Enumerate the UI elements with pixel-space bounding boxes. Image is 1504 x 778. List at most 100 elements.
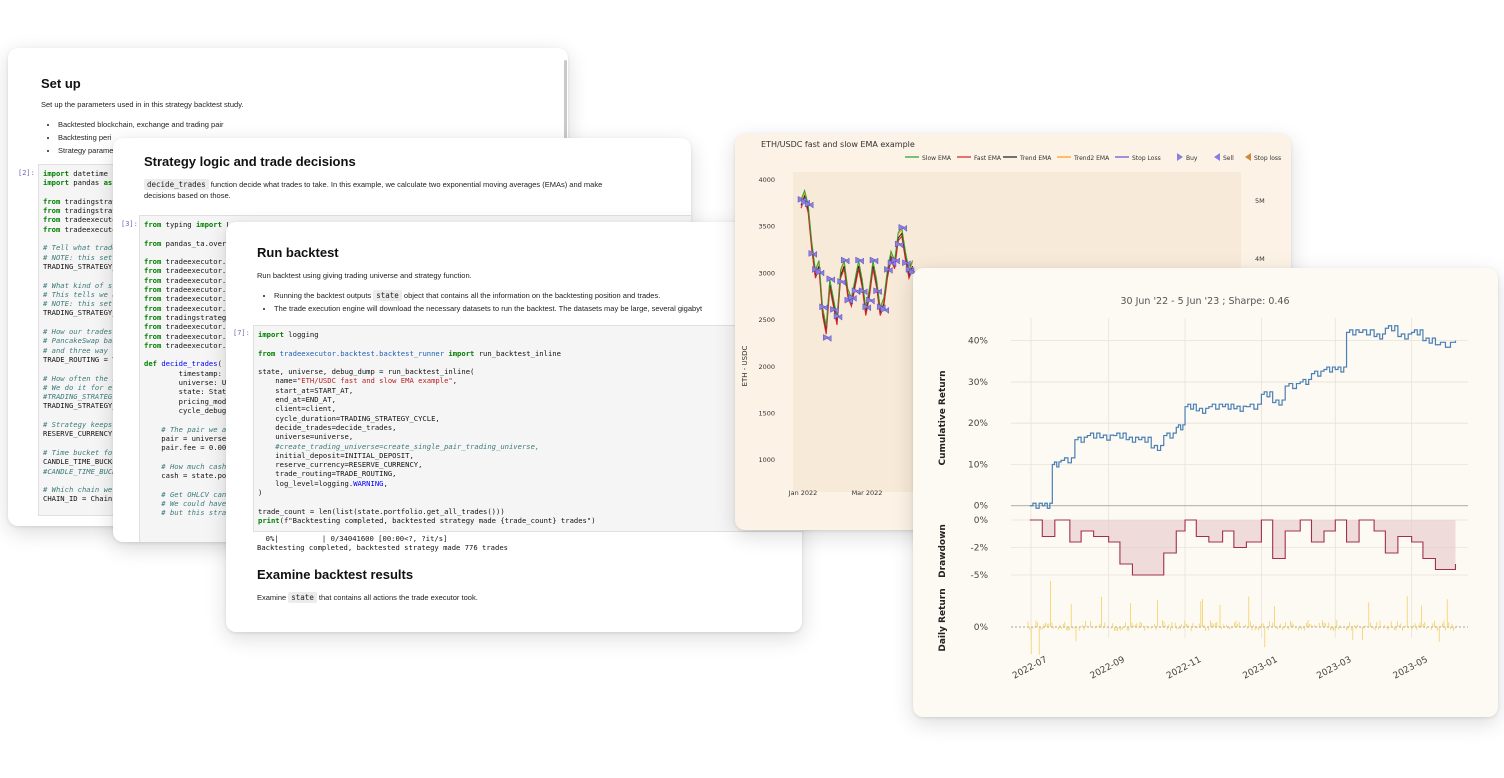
chart-legend: Slow EMA Fast EMA Trend EMA Trend2 EMA Stop …	[905, 153, 1281, 162]
buy-marker	[844, 296, 852, 304]
sell-marker	[862, 288, 868, 296]
y-tick-label: 3500	[758, 223, 775, 231]
cell-prompt: [3]:	[121, 220, 138, 228]
legend-entry: Stop Loss	[1132, 155, 1161, 162]
sell-marker	[906, 260, 911, 268]
legend-entry: Buy	[1186, 155, 1198, 162]
volume-tick-label: 4M	[1255, 255, 1265, 263]
y-tick-label: -5%	[970, 571, 988, 581]
buy-marker	[823, 334, 830, 341]
y-axis-label: Daily Return	[938, 588, 948, 651]
x-tick-label: 2022-09	[1089, 655, 1127, 682]
sell-marker	[819, 269, 825, 277]
legend-entry: Fast EMA	[974, 155, 1002, 162]
buy-marker	[801, 198, 809, 206]
returns-chart-card: 30 Jun '22 - 5 Jun '23 ; Sharpe: 0.46 0% 1…	[913, 268, 1498, 717]
y-tick-label: 1500	[758, 410, 775, 418]
buy-marker	[891, 256, 899, 264]
sell-marker	[837, 313, 843, 321]
legend-marker	[1177, 153, 1183, 161]
bullet-item: Strategy parame	[58, 144, 224, 157]
notebook-card-backtest: Run backtest Run backtest using giving t…	[226, 222, 802, 632]
section-title-run-backtest: Run backtest	[257, 245, 339, 260]
buy-marker	[808, 250, 816, 257]
sell-marker	[826, 335, 832, 342]
y-axis-label: Drawdown	[938, 524, 948, 578]
backtest-description: Run backtest using giving trading univer…	[257, 271, 472, 280]
y-tick-label: 2500	[758, 316, 775, 324]
buy-marker	[887, 259, 895, 267]
chart-title: 30 Jun '22 - 5 Jun '23 ; Sharpe: 0.46	[1120, 296, 1289, 307]
buy-marker	[837, 278, 845, 285]
sell-marker	[830, 276, 835, 284]
code-block: import logging from tradeexecutor.backte…	[258, 330, 596, 525]
buy-marker	[797, 196, 805, 203]
y-tick-label: 20%	[968, 419, 988, 429]
code-cell-backtest[interactable]: import logging from tradeexecutor.backte…	[253, 325, 802, 532]
sell-marker	[902, 224, 907, 232]
legend-entry: Sell	[1223, 155, 1234, 162]
examine-description: Examine state that contains all actions …	[257, 592, 478, 603]
buy-marker	[880, 306, 888, 313]
chart-title: ETH/USDC fast and slow EMA example	[761, 140, 915, 149]
y-tick-label: 3000	[758, 269, 775, 277]
buy-marker	[877, 303, 884, 311]
returns-chart[interactable]: 30 Jun '22 - 5 Jun '23 ; Sharpe: 0.46 0% 1…	[913, 268, 1498, 717]
x-tick-label: 2022-11	[1165, 655, 1203, 681]
buy-marker	[862, 303, 870, 311]
buy-marker	[866, 296, 873, 304]
section-title-examine: Examine backtest results	[257, 567, 414, 582]
buy-marker	[909, 268, 917, 276]
buy-marker	[859, 287, 866, 295]
legend-entry: Stop loss	[1254, 155, 1281, 162]
section-title-setup: Set up	[41, 76, 81, 91]
buy-marker	[819, 303, 827, 311]
sell-marker	[891, 260, 897, 268]
sell-marker	[866, 304, 871, 312]
y-tick-label: 30%	[968, 378, 988, 388]
y-tick-label: 4000	[758, 176, 775, 184]
bullet-item: Running the backtest outputs state objec…	[274, 289, 802, 302]
y-tick-label: 2000	[758, 363, 775, 371]
x-tick-label: 2023-01	[1242, 655, 1280, 681]
y-axis-label: Cumulative Return	[938, 370, 948, 465]
section-title-strategy: Strategy logic and trade decisions	[144, 154, 356, 169]
legend-entry: Slow EMA	[922, 155, 952, 162]
setup-description: Set up the parameters used in in this st…	[41, 100, 244, 109]
x-tick-label: 2023-03	[1315, 655, 1353, 681]
buy-marker	[815, 268, 823, 276]
sell-marker	[873, 257, 879, 265]
legend-marker	[1214, 153, 1220, 161]
volume-axis-ticks: 5M 4M	[1255, 197, 1265, 263]
strategy-description: decide_trades function decide what trade…	[144, 179, 603, 200]
bullet-item: The trade execution engine will download…	[274, 302, 802, 315]
x-tick-label: 2022-07	[1011, 655, 1049, 681]
backtest-bullets: Running the backtest outputs state objec…	[260, 289, 802, 315]
legend-entry: Trend EMA	[1019, 155, 1052, 162]
legend-marker	[1245, 153, 1251, 161]
x-tick-label: Mar 2022	[852, 489, 883, 497]
legend-entry: Trend2 EMA	[1073, 155, 1110, 162]
buy-marker	[841, 256, 848, 264]
setup-bullets: Backtested blockchain, exchange and trad…	[44, 118, 224, 157]
buy-marker	[826, 275, 834, 283]
buy-marker	[884, 266, 891, 273]
cell-prompt: [7]:	[233, 329, 250, 337]
cell-output-result: Backtesting completed, backtested strate…	[257, 543, 508, 552]
scrollbar[interactable]	[564, 60, 567, 188]
sell-marker	[852, 295, 857, 302]
code-block: from typing import L from pandas_ta.over…	[144, 220, 231, 518]
sell-marker	[823, 304, 828, 312]
buy-marker	[902, 259, 909, 267]
y-tick-label: 0%	[974, 516, 989, 526]
x-tick-label: 2023-05	[1392, 655, 1430, 681]
x-axis-ticks: Jan 2022 Mar 2022	[788, 489, 883, 497]
y-tick-label: 1000	[758, 456, 775, 464]
buy-marker	[873, 287, 881, 295]
sell-marker	[808, 201, 814, 209]
sell-marker	[898, 241, 904, 249]
cumulative-return-line	[1029, 325, 1457, 509]
volume-tick-label: 5M	[1255, 197, 1265, 205]
y-tick-label: 0%	[974, 623, 989, 633]
buy-marker	[812, 266, 819, 273]
